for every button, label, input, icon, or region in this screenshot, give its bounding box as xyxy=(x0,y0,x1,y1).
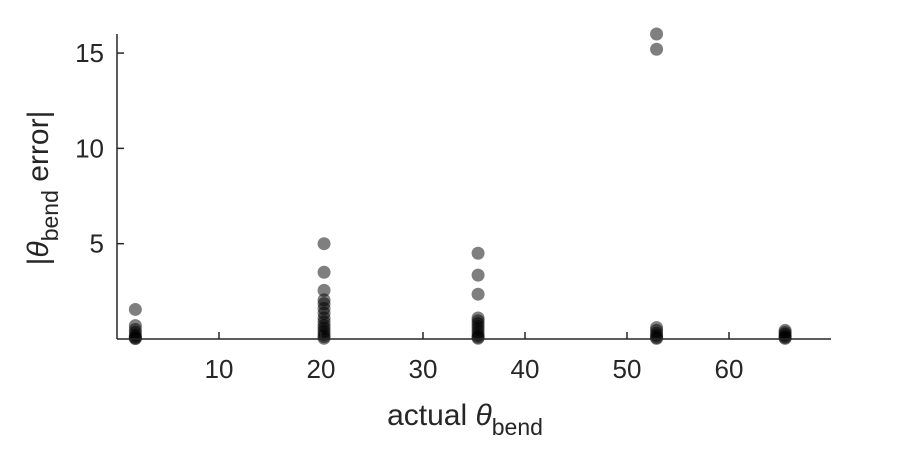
x-tick-label: 20 xyxy=(307,354,336,384)
x-tick-label: 50 xyxy=(613,354,642,384)
data-point xyxy=(317,331,331,345)
data-point xyxy=(317,265,331,279)
x-tick-label: 10 xyxy=(205,354,234,384)
y-axis-label-prefix: | xyxy=(22,258,55,266)
data-point xyxy=(317,283,331,297)
x-tick-label: 30 xyxy=(409,354,438,384)
tick-marks xyxy=(117,52,730,339)
data-point xyxy=(650,42,664,56)
y-axis-label-symbol: θ xyxy=(22,241,55,258)
data-point xyxy=(128,302,142,316)
y-axis-label-subscript: bend xyxy=(37,190,63,241)
y-tick-label: 10 xyxy=(75,133,104,163)
y-axis-label: |θbend error| xyxy=(22,111,63,266)
axes xyxy=(116,34,831,340)
tick-labels: 10 20 30 40 50 60 5 10 15 xyxy=(75,38,743,384)
y-axis-label-suffix: error| xyxy=(22,111,55,190)
data-points xyxy=(128,27,792,346)
data-point xyxy=(650,27,664,41)
data-point xyxy=(471,331,485,345)
data-point xyxy=(471,287,485,301)
x-axis-label-symbol: θ xyxy=(475,399,492,432)
x-axis-label: actual θbend xyxy=(387,399,543,440)
data-point xyxy=(471,268,485,282)
x-tick-label: 40 xyxy=(511,354,540,384)
x-tick-label: 60 xyxy=(715,354,744,384)
x-axis-label-prefix: actual xyxy=(387,399,475,432)
data-point xyxy=(471,246,485,260)
y-tick-label: 15 xyxy=(75,38,104,68)
y-tick-label: 5 xyxy=(90,229,104,259)
x-axis-label-subscript: bend xyxy=(492,414,543,440)
data-point xyxy=(317,237,331,251)
